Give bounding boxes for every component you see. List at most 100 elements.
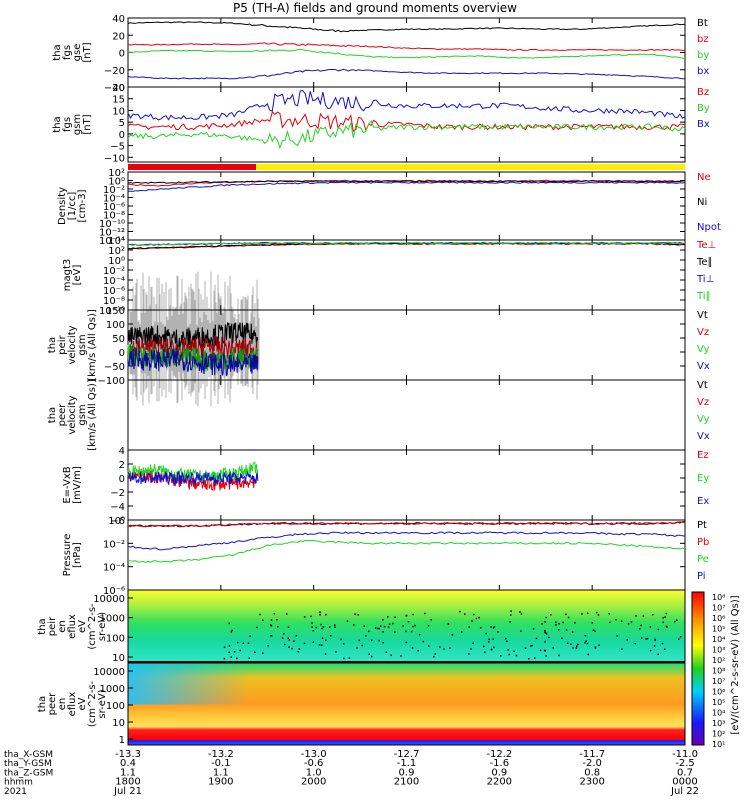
ytick-label: 1 <box>119 735 125 746</box>
speckle <box>233 651 236 653</box>
ylabel-line: fgs <box>62 117 73 132</box>
speckle <box>276 618 278 621</box>
xaxis-value: -1.1 <box>397 758 417 769</box>
ytick-label: 20 <box>112 83 125 94</box>
panel-peer_spectrogram: tha peer en eflux eV (cm^2-s-sr-eV) 10000 1000 1… <box>37 662 686 746</box>
speckle <box>284 643 286 646</box>
speckle <box>571 631 574 633</box>
ylabel-line: Pressure <box>62 534 73 577</box>
speckle <box>472 613 475 616</box>
legend-bz: bz <box>697 34 709 45</box>
speckle <box>626 639 628 641</box>
ytick-label: 10² <box>108 246 125 257</box>
speckle <box>242 642 245 644</box>
colorbar-tick: 10⁷ <box>712 677 725 686</box>
speckle <box>544 650 547 652</box>
series-Npot <box>127 181 686 192</box>
ylabel-line: [1/cc] <box>67 192 78 221</box>
speckle <box>493 626 496 628</box>
ytick-label: 15 <box>112 95 125 106</box>
speckle <box>646 637 649 640</box>
ytick-label: 10⁰ <box>108 516 125 527</box>
speckle <box>228 622 230 625</box>
ylabel-line: [km/s (All Qs)] <box>87 379 98 451</box>
speckle <box>422 640 424 643</box>
ylabel-line: [nT] <box>82 114 93 134</box>
speckle <box>562 621 564 624</box>
speckle <box>335 651 337 653</box>
speckle <box>451 634 454 636</box>
speckle <box>649 649 652 652</box>
ytick-label: 5 <box>119 118 125 129</box>
speckle <box>283 633 285 635</box>
ytick-label: 1000 <box>100 614 125 625</box>
speckle <box>479 627 482 629</box>
panel-efield: E=-VxB [mV/m] 4 2 0 −2 −4 −6 Ez Ey Ex <box>62 446 709 527</box>
speckle <box>459 610 461 613</box>
ytick-label: 4 <box>119 446 125 457</box>
ytick-label: 100 <box>106 320 125 331</box>
series-By <box>127 120 686 150</box>
speckle <box>368 653 370 655</box>
speckle <box>584 641 586 644</box>
legend-by: by <box>697 50 709 61</box>
speckle <box>320 644 323 646</box>
speckle <box>510 610 512 612</box>
speckle <box>544 621 546 623</box>
panel-frame <box>127 519 686 591</box>
ylabel-line: sr-eV) <box>97 612 108 641</box>
speckle <box>248 657 251 659</box>
ylabel-line: E=-VxB <box>62 466 73 503</box>
speckle <box>357 614 359 616</box>
speckle <box>382 631 384 633</box>
legend-Bx: Bx <box>697 119 710 130</box>
ytick-label: −10 <box>104 153 125 164</box>
colorbar-tick: 10³ <box>712 646 725 655</box>
ytick-label: 10 <box>112 106 125 117</box>
speckle <box>515 654 518 657</box>
speckle <box>609 621 611 624</box>
speckle <box>236 657 238 660</box>
xaxis-row-label: 2021 <box>4 787 27 797</box>
ytick-label: 10⁻⁴ <box>103 563 125 574</box>
colorbar-tick: 10⁸ <box>712 593 725 602</box>
ytick-label: 10⁰ <box>108 256 125 267</box>
speckle <box>645 638 647 640</box>
series-Ni <box>127 180 686 184</box>
xaxis-value: 0.7 <box>677 767 693 778</box>
speckle <box>548 636 550 639</box>
speckle <box>598 644 600 647</box>
speckle <box>662 617 664 619</box>
speckle <box>427 624 430 627</box>
speckle <box>319 611 321 613</box>
ylabel-line: velocity <box>67 325 78 364</box>
speckle <box>592 629 595 631</box>
ylabel-line: [nPa] <box>72 542 83 568</box>
speckle <box>497 631 499 633</box>
ylabel-line: tha <box>37 696 48 712</box>
ytick-label: 10⁻⁴ <box>103 276 125 287</box>
speckle <box>634 642 636 645</box>
speckle <box>230 631 233 633</box>
panel-peer_velocity: tha peer velocity gsm [km/s (All Qs)] Vt Vz Vy V… <box>47 379 710 451</box>
speckle <box>657 628 660 631</box>
speckle <box>468 626 470 628</box>
speckle <box>640 637 643 639</box>
speckle <box>310 615 312 618</box>
plot-title: P5 (TH-A) fields and ground moments over… <box>233 1 517 15</box>
speckle <box>570 643 572 646</box>
speckle <box>620 620 623 622</box>
speckle <box>348 657 351 659</box>
speckle <box>663 648 666 651</box>
speckle <box>490 648 493 651</box>
legend-Ey: Ey <box>697 473 709 484</box>
ytick-label: 10⁻¹⁰ <box>99 306 125 317</box>
speckle <box>400 655 402 657</box>
legend-bx: bx <box>697 66 709 77</box>
xaxis-value: 0.9 <box>491 767 507 778</box>
ylabel-line: fgs <box>62 45 73 60</box>
colorbar-tick: 10⁴ <box>712 635 725 644</box>
ylabel-line: sr-eV) <box>97 689 108 718</box>
series-Ex <box>127 470 259 486</box>
speckle <box>374 627 377 629</box>
